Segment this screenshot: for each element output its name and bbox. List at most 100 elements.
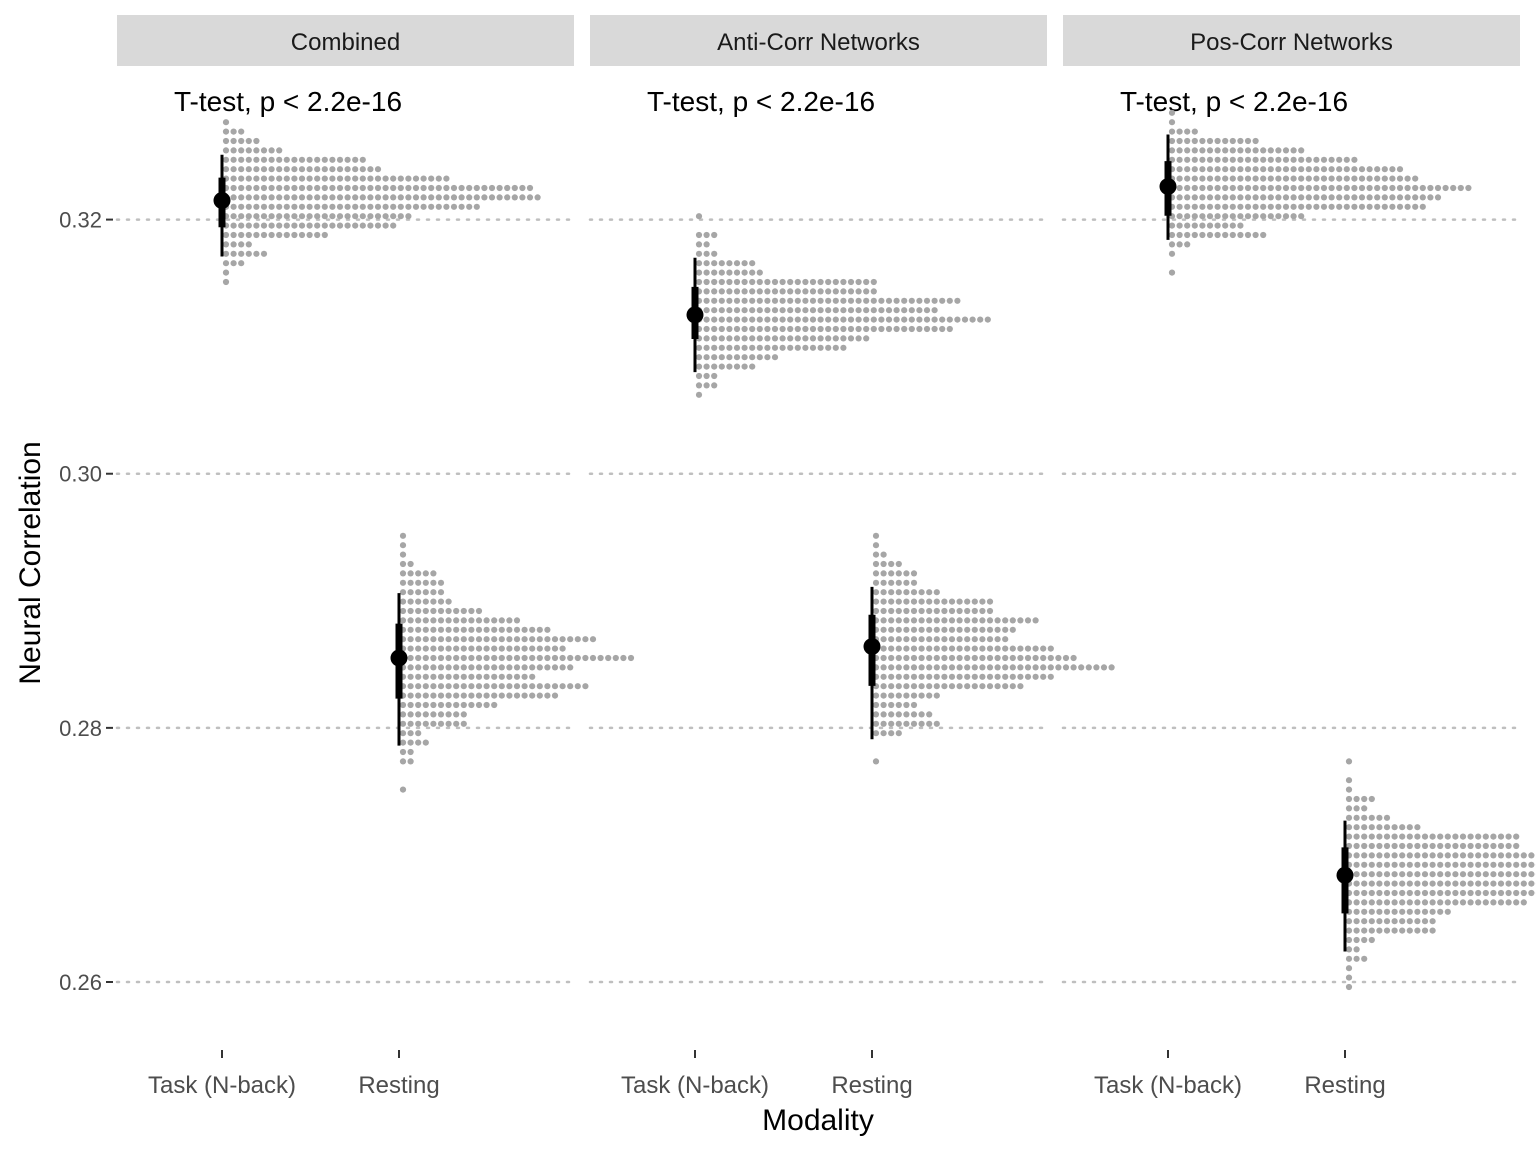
dot <box>222 147 230 154</box>
dot <box>1399 871 1406 878</box>
dot <box>895 720 902 727</box>
dot <box>1305 203 1312 210</box>
dot <box>888 636 895 643</box>
dot <box>321 175 328 182</box>
dot <box>1222 137 1229 145</box>
dot <box>1366 194 1373 201</box>
dot <box>382 203 389 210</box>
dot <box>880 701 887 709</box>
dot <box>802 297 809 304</box>
dot <box>903 711 910 718</box>
dot <box>238 194 245 201</box>
dot <box>764 297 771 304</box>
dot <box>756 278 763 286</box>
dot <box>771 288 779 295</box>
dot <box>703 241 710 248</box>
dot <box>430 598 437 605</box>
dot <box>314 166 321 173</box>
dot <box>908 297 915 304</box>
dot <box>1391 842 1398 850</box>
dot <box>1381 194 1388 201</box>
dot <box>314 213 321 220</box>
dot <box>260 175 268 182</box>
dot <box>794 278 801 286</box>
dot <box>903 598 910 605</box>
dot <box>941 683 948 690</box>
dot <box>979 664 986 671</box>
dot <box>910 673 918 680</box>
dot <box>741 335 748 342</box>
dot <box>1520 861 1527 868</box>
dot <box>344 222 351 229</box>
dot <box>809 316 817 323</box>
dot <box>771 307 779 314</box>
dot <box>1452 861 1459 868</box>
dot <box>870 325 877 333</box>
dot <box>437 617 445 624</box>
dot <box>1414 889 1421 897</box>
dot <box>933 673 940 680</box>
dot <box>885 307 893 314</box>
dot <box>733 260 741 267</box>
dot <box>544 645 551 652</box>
dot <box>771 335 779 342</box>
dot <box>994 654 1001 662</box>
dot <box>498 617 505 624</box>
dot <box>1452 852 1459 859</box>
dot <box>453 645 460 652</box>
dot <box>1345 927 1353 934</box>
dot <box>253 231 260 239</box>
dot <box>399 748 407 756</box>
dot <box>832 325 839 333</box>
dot <box>1191 128 1198 135</box>
dot <box>986 673 994 680</box>
dot <box>703 372 710 380</box>
dot <box>399 532 407 539</box>
dot <box>726 354 733 361</box>
dot <box>840 288 847 295</box>
dot <box>979 617 986 624</box>
dot <box>367 184 374 192</box>
dot <box>885 297 893 304</box>
dot <box>1399 824 1406 831</box>
dot <box>1298 194 1305 201</box>
dot <box>481 184 488 192</box>
dot <box>926 617 933 624</box>
dot <box>506 692 513 699</box>
dot <box>1406 833 1413 840</box>
dot <box>749 316 756 323</box>
dot <box>352 194 359 201</box>
dot <box>1199 147 1206 154</box>
dot <box>1237 213 1244 220</box>
dot <box>321 203 328 210</box>
dot <box>367 175 374 182</box>
dot <box>1275 213 1282 220</box>
dot <box>872 542 880 549</box>
dot <box>1206 156 1214 163</box>
dot <box>872 607 880 615</box>
dot <box>405 203 412 210</box>
dot <box>1452 842 1459 850</box>
dot <box>352 166 359 173</box>
dot <box>491 654 498 662</box>
dot <box>428 194 435 201</box>
dot <box>453 720 460 727</box>
dot <box>1353 814 1360 821</box>
dot <box>771 354 779 361</box>
dot <box>536 664 543 671</box>
dot <box>245 156 252 163</box>
dot <box>1406 918 1413 925</box>
dot <box>1391 833 1398 840</box>
dot <box>994 664 1001 671</box>
dot <box>872 579 880 586</box>
dot <box>1345 795 1353 803</box>
dot <box>238 260 245 267</box>
dot <box>817 278 824 286</box>
dot <box>407 589 414 596</box>
dot <box>1229 137 1236 145</box>
dot <box>1252 231 1259 239</box>
dot <box>1490 852 1497 859</box>
dot <box>1275 184 1282 192</box>
dot <box>888 598 895 605</box>
dot <box>498 645 505 652</box>
